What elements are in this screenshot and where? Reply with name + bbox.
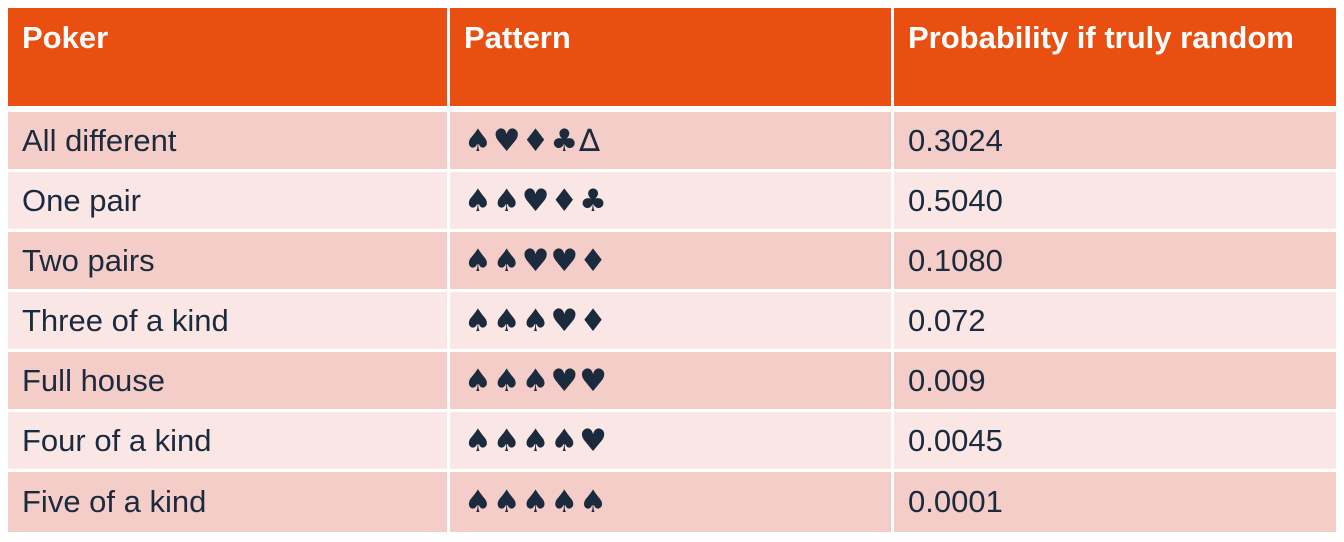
poker-cell: Four of a kind	[8, 412, 450, 472]
pattern-cell: ♠♥♦♣∆	[450, 112, 894, 172]
poker-cell: Three of a kind	[8, 292, 450, 352]
header-poker: Poker	[8, 8, 450, 112]
pattern-cell: ♠♠♠♠♥	[450, 412, 894, 472]
probability-cell: 0.072	[894, 292, 1336, 352]
poker-cell: All different	[8, 112, 450, 172]
table-row: Two pairs ♠♠♥♥♦ 0.1080	[8, 232, 1336, 292]
poker-cell: Full house	[8, 352, 450, 412]
probability-cell: 0.3024	[894, 112, 1336, 172]
pattern-cell: ♠♠♥♥♦	[450, 232, 894, 292]
table-row: Five of a kind ♠♠♠♠♠ 0.0001	[8, 472, 1336, 532]
pattern-cell: ♠♠♠♥♦	[450, 292, 894, 352]
table-row: Full house ♠♠♠♥♥ 0.009	[8, 352, 1336, 412]
table-row: Three of a kind ♠♠♠♥♦ 0.072	[8, 292, 1336, 352]
probability-cell: 0.5040	[894, 172, 1336, 232]
probability-cell: 0.0045	[894, 412, 1336, 472]
poker-probability-table: Poker Pattern Probability if truly rando…	[8, 8, 1336, 532]
header-row: Poker Pattern Probability if truly rando…	[8, 8, 1336, 112]
header-pattern: Pattern	[450, 8, 894, 112]
table-row: One pair ♠♠♥♦♣ 0.5040	[8, 172, 1336, 232]
pattern-cell: ♠♠♠♥♥	[450, 352, 894, 412]
probability-cell: 0.1080	[894, 232, 1336, 292]
poker-cell: One pair	[8, 172, 450, 232]
poker-cell: Five of a kind	[8, 472, 450, 532]
pattern-cell: ♠♠♠♠♠	[450, 472, 894, 532]
table-header: Poker Pattern Probability if truly rando…	[8, 8, 1336, 112]
table-row: All different ♠♥♦♣∆ 0.3024	[8, 112, 1336, 172]
header-probability: Probability if truly random	[894, 8, 1336, 112]
probability-cell: 0.009	[894, 352, 1336, 412]
pattern-cell: ♠♠♥♦♣	[450, 172, 894, 232]
probability-cell: 0.0001	[894, 472, 1336, 532]
table-body: All different ♠♥♦♣∆ 0.3024 One pair ♠♠♥♦…	[8, 112, 1336, 532]
poker-cell: Two pairs	[8, 232, 450, 292]
table-row: Four of a kind ♠♠♠♠♥ 0.0045	[8, 412, 1336, 472]
